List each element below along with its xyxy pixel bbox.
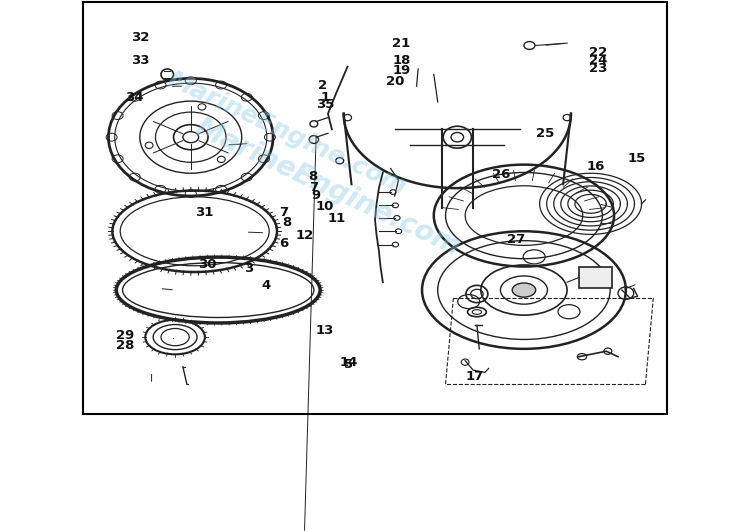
- Text: 8: 8: [309, 170, 318, 183]
- Text: 35: 35: [316, 98, 334, 110]
- Text: 19: 19: [392, 64, 410, 78]
- Text: 29: 29: [116, 329, 134, 341]
- Text: 9: 9: [312, 189, 321, 202]
- Text: 16: 16: [586, 160, 604, 173]
- Text: 33: 33: [130, 54, 149, 67]
- Ellipse shape: [512, 283, 535, 297]
- Text: 4: 4: [262, 279, 271, 292]
- Text: 10: 10: [316, 200, 334, 212]
- Text: 17: 17: [466, 370, 484, 383]
- Text: 24: 24: [590, 54, 608, 67]
- Text: 31: 31: [195, 206, 214, 219]
- Text: 15: 15: [628, 152, 646, 165]
- Text: 5: 5: [344, 358, 353, 371]
- Text: 25: 25: [536, 127, 555, 140]
- Bar: [579, 267, 612, 288]
- Text: 32: 32: [130, 31, 149, 44]
- Text: 21: 21: [392, 37, 410, 50]
- Text: 27: 27: [507, 233, 525, 246]
- Text: 30: 30: [198, 258, 217, 271]
- Text: 8: 8: [282, 216, 292, 229]
- Text: 2: 2: [317, 79, 327, 92]
- Text: 26: 26: [492, 168, 511, 181]
- Text: 22: 22: [590, 46, 608, 58]
- Text: 20: 20: [386, 75, 405, 88]
- Text: MarineEngine.com: MarineEngine.com: [164, 67, 410, 199]
- Text: 6: 6: [279, 237, 289, 250]
- Text: MarineEngine.com: MarineEngine.com: [190, 114, 465, 261]
- Text: 7: 7: [309, 181, 318, 194]
- Text: 7: 7: [279, 206, 289, 219]
- Text: 13: 13: [316, 324, 334, 337]
- Text: 3: 3: [244, 262, 254, 275]
- Text: 11: 11: [328, 212, 346, 225]
- Text: 1: 1: [320, 91, 329, 104]
- Text: 18: 18: [392, 54, 411, 67]
- Text: 28: 28: [116, 339, 134, 352]
- Text: 12: 12: [296, 229, 314, 242]
- Text: 14: 14: [339, 356, 358, 369]
- Text: 23: 23: [590, 62, 608, 75]
- Text: 34: 34: [124, 91, 143, 104]
